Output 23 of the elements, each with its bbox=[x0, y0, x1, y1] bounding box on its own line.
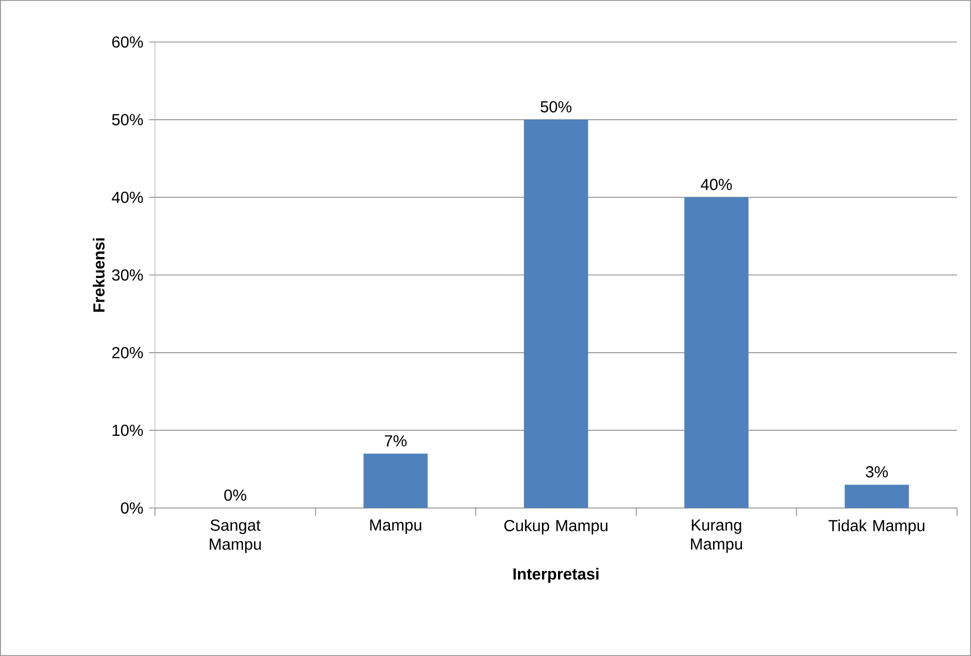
y-tick-label: 30% bbox=[112, 269, 143, 281]
y-tick-label: 0% bbox=[120, 502, 143, 514]
x-tick-label: Sangat Mampu bbox=[210, 520, 261, 554]
y-tick-label: 20% bbox=[112, 347, 143, 358]
bar bbox=[844, 484, 909, 508]
y-tick-label: 50% bbox=[112, 114, 143, 126]
x-tick-label: Mampu bbox=[370, 520, 422, 534]
x-tick-label: Cukup Mampu bbox=[504, 520, 608, 534]
data-label: 0% bbox=[224, 489, 246, 501]
x-axis-title: Interpretasi bbox=[514, 568, 598, 583]
x-tick-label: Tidak Mampu bbox=[828, 520, 924, 534]
y-tick-label: 60% bbox=[112, 36, 143, 48]
bar bbox=[524, 120, 588, 508]
data-label: 3% bbox=[866, 466, 888, 478]
data-label: 7% bbox=[384, 435, 407, 446]
y-axis-title: Frekuensi bbox=[92, 238, 105, 312]
bar bbox=[364, 454, 428, 508]
data-label: 50% bbox=[540, 101, 572, 112]
x-tick-label: Kurang Mampu bbox=[691, 520, 742, 553]
bar bbox=[684, 197, 748, 508]
data-label: 40% bbox=[700, 178, 732, 190]
y-tick-label: 40% bbox=[112, 192, 143, 203]
y-tick-label: 10% bbox=[112, 424, 143, 436]
